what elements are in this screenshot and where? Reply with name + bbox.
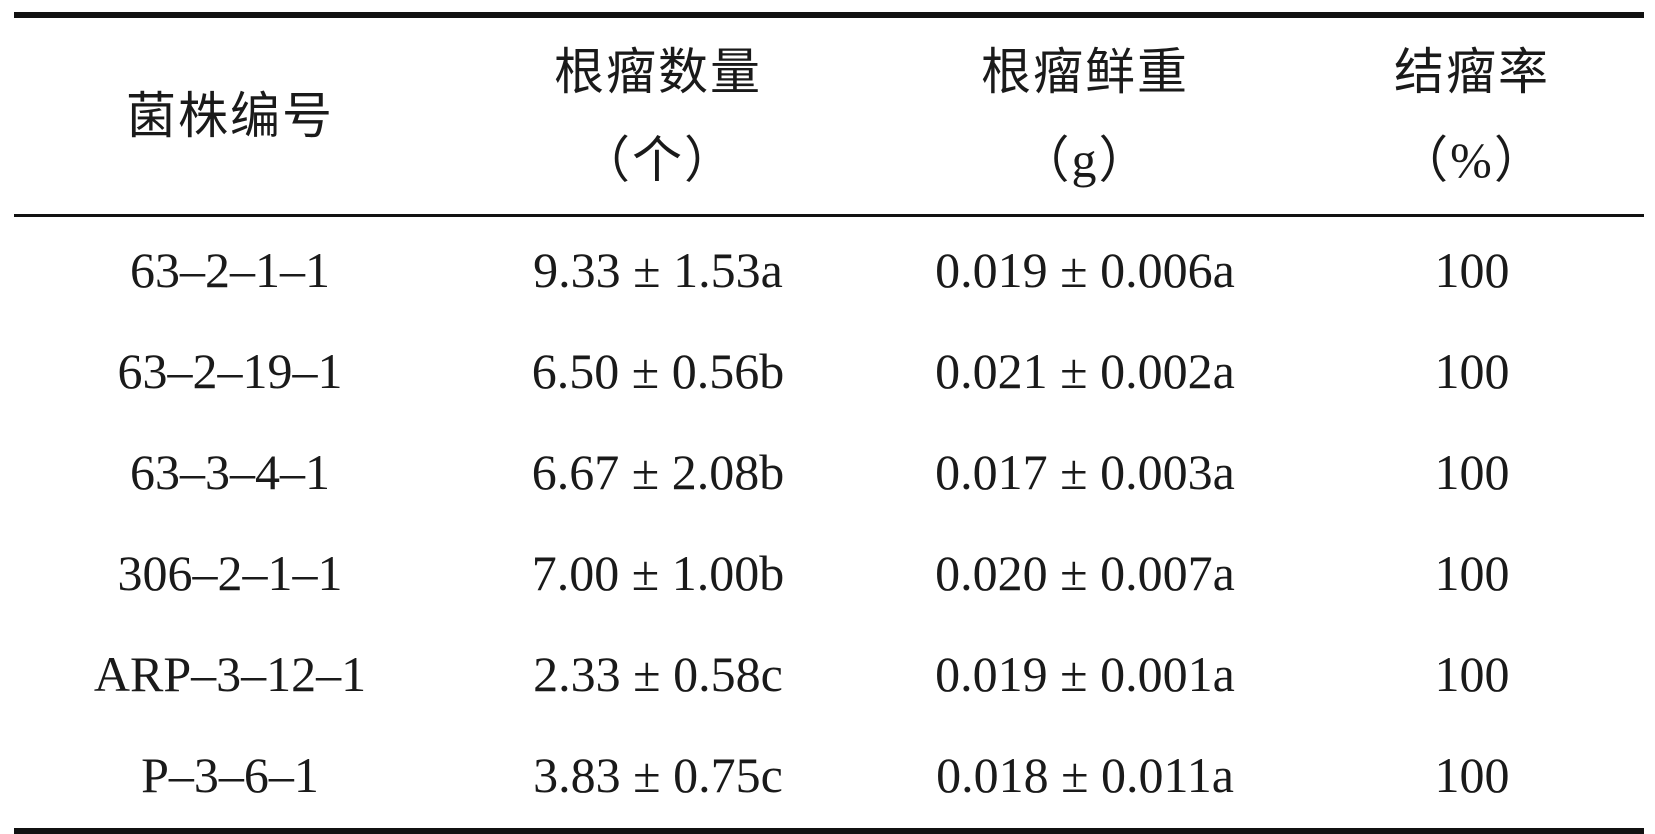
header-strain-id: 菌株编号 bbox=[14, 18, 446, 214]
table-row: 63–2–1–1 9.33 ± 1.53a 0.019 ± 0.006a 100 bbox=[14, 219, 1644, 320]
cell-strain: P–3–6–1 bbox=[141, 746, 319, 803]
table-row: ARP–3–12–1 2.33 ± 0.58c 0.019 ± 0.001a 1… bbox=[14, 623, 1644, 724]
header-nodule-count-unit: （个） bbox=[580, 132, 736, 188]
cell-nodulation-rate: 100 bbox=[1434, 645, 1510, 702]
cell-nodule-count: 2.33 ± 0.58c bbox=[533, 645, 783, 702]
cell-nodulation-rate: 100 bbox=[1434, 241, 1510, 298]
cell-strain: 63–2–1–1 bbox=[130, 241, 330, 298]
header-nodule-count: 根瘤数量 （个） bbox=[446, 18, 870, 214]
cell-nodulation-rate: 100 bbox=[1434, 342, 1510, 399]
table-bottom-rule bbox=[14, 828, 1644, 834]
cell-nodule-count: 6.50 ± 0.56b bbox=[531, 342, 785, 399]
cell-nodule-count: 6.67 ± 2.08b bbox=[531, 443, 785, 500]
cell-nodule-weight: 0.019 ± 0.006a bbox=[935, 241, 1235, 298]
cell-nodule-count: 7.00 ± 1.00b bbox=[531, 544, 785, 601]
header-nodule-fresh-weight-unit: （g） bbox=[1019, 132, 1151, 188]
table-top-rule bbox=[14, 12, 1644, 18]
cell-nodulation-rate: 100 bbox=[1434, 544, 1510, 601]
cell-nodule-weight: 0.017 ± 0.003a bbox=[935, 443, 1235, 500]
table-header-rule bbox=[14, 214, 1644, 217]
header-nodule-fresh-weight: 根瘤鲜重 （g） bbox=[870, 18, 1300, 214]
cell-strain: 63–3–4–1 bbox=[130, 443, 330, 500]
header-nodulation-rate: 结瘤率 （%） bbox=[1300, 18, 1644, 214]
table-row: 306–2–1–1 7.00 ± 1.00b 0.020 ± 0.007a 10… bbox=[14, 522, 1644, 623]
cell-nodule-weight: 0.019 ± 0.001a bbox=[935, 645, 1235, 702]
cell-nodulation-rate: 100 bbox=[1434, 443, 1510, 500]
header-nodulation-rate-unit: （%） bbox=[1398, 132, 1546, 188]
header-nodule-count-label: 根瘤数量 bbox=[554, 44, 762, 100]
table-row: 63–2–19–1 6.50 ± 0.56b 0.021 ± 0.002a 10… bbox=[14, 320, 1644, 421]
cell-nodule-count: 3.83 ± 0.75c bbox=[533, 746, 783, 803]
header-strain-id-label: 菌株编号 bbox=[126, 88, 334, 144]
cell-strain: 63–2–19–1 bbox=[117, 342, 343, 399]
cell-strain: ARP–3–12–1 bbox=[93, 645, 367, 702]
cell-nodule-count: 9.33 ± 1.53a bbox=[533, 241, 783, 298]
cell-strain: 306–2–1–1 bbox=[117, 544, 343, 601]
table-header-row: 菌株编号 根瘤数量 （个） 根瘤鲜重 （g） 结瘤率 （%） bbox=[14, 18, 1644, 214]
data-table: 菌株编号 根瘤数量 （个） 根瘤鲜重 （g） 结瘤率 （%） 63–2–1–1 … bbox=[14, 12, 1644, 834]
table-row: 63–3–4–1 6.67 ± 2.08b 0.017 ± 0.003a 100 bbox=[14, 421, 1644, 522]
header-nodulation-rate-label: 结瘤率 bbox=[1394, 44, 1550, 100]
cell-nodulation-rate: 100 bbox=[1434, 746, 1510, 803]
cell-nodule-weight: 0.021 ± 0.002a bbox=[935, 342, 1235, 399]
table-body: 63–2–1–1 9.33 ± 1.53a 0.019 ± 0.006a 100… bbox=[14, 217, 1644, 828]
table-row: P–3–6–1 3.83 ± 0.75c 0.018 ± 0.011a 100 bbox=[14, 724, 1644, 825]
header-nodule-fresh-weight-label: 根瘤鲜重 bbox=[981, 44, 1189, 100]
cell-nodule-weight: 0.020 ± 0.007a bbox=[935, 544, 1235, 601]
cell-nodule-weight: 0.018 ± 0.011a bbox=[936, 746, 1234, 803]
